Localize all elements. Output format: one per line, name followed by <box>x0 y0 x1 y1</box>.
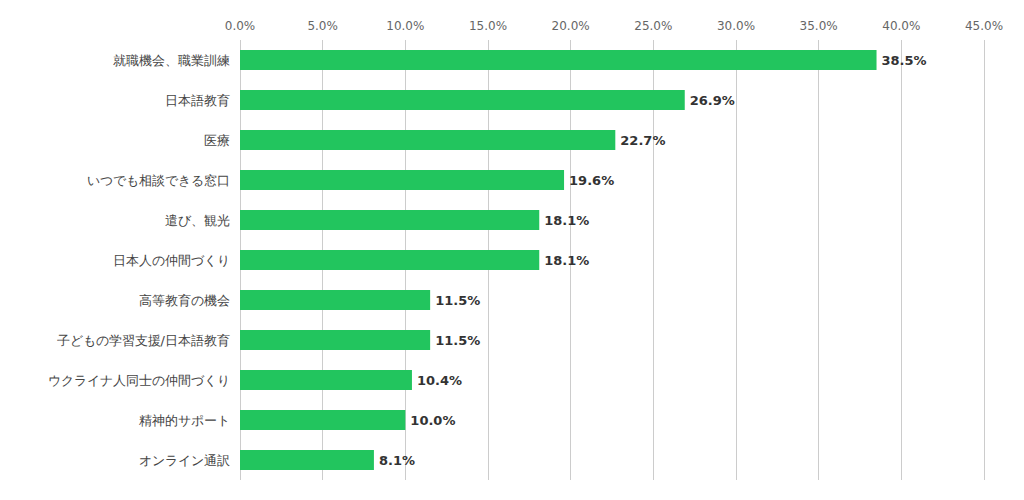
svg-text:就職機会、職業訓練: 就職機会、職業訓練 <box>113 53 230 68</box>
svg-text:子どもの学習支援/日本語教育: 子どもの学習支援/日本語教育 <box>57 333 230 348</box>
svg-text:10.0%: 10.0% <box>410 413 455 428</box>
svg-text:高等教育の機会: 高等教育の機会 <box>139 293 230 308</box>
svg-text:38.5%: 38.5% <box>882 53 927 68</box>
svg-text:19.6%: 19.6% <box>569 173 614 188</box>
svg-text:11.5%: 11.5% <box>435 333 480 348</box>
svg-text:10.0%: 10.0% <box>386 19 424 33</box>
svg-text:オンライン通訳: オンライン通訳 <box>139 453 230 468</box>
svg-text:日本人の仲間づくり: 日本人の仲間づくり <box>113 253 230 268</box>
svg-text:15.0%: 15.0% <box>469 19 507 33</box>
svg-text:45.0%: 45.0% <box>965 19 1003 33</box>
svg-text:18.1%: 18.1% <box>544 253 589 268</box>
svg-text:25.0%: 25.0% <box>634 19 672 33</box>
svg-text:20.0%: 20.0% <box>552 19 590 33</box>
svg-text:30.0%: 30.0% <box>717 19 755 33</box>
svg-text:26.9%: 26.9% <box>690 93 735 108</box>
svg-text:11.5%: 11.5% <box>435 293 480 308</box>
svg-text:遣び、観光: 遣び、観光 <box>165 213 230 228</box>
svg-text:40.0%: 40.0% <box>882 19 920 33</box>
svg-text:ウクライナ人同士の仲間づくり: ウクライナ人同士の仲間づくり <box>48 373 230 388</box>
svg-text:日本語教育: 日本語教育 <box>165 93 230 108</box>
svg-text:5.0%: 5.0% <box>307 19 338 33</box>
svg-text:10.4%: 10.4% <box>417 373 462 388</box>
svg-text:医療: 医療 <box>204 133 230 148</box>
svg-text:精神的サポート: 精神的サポート <box>139 413 230 428</box>
svg-text:8.1%: 8.1% <box>379 453 415 468</box>
svg-text:0.0%: 0.0% <box>225 19 256 33</box>
svg-text:35.0%: 35.0% <box>800 19 838 33</box>
svg-text:18.1%: 18.1% <box>544 213 589 228</box>
svg-text:いつでも相談できる窓口: いつでも相談できる窓口 <box>87 173 230 188</box>
svg-text:22.7%: 22.7% <box>620 133 665 148</box>
